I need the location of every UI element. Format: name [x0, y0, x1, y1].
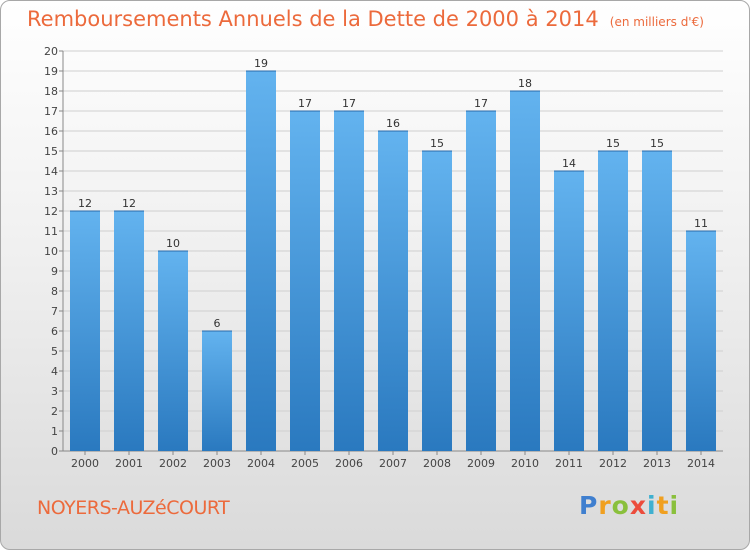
logo-letter: o	[611, 491, 630, 520]
y-tick-label: 3	[51, 385, 58, 398]
y-tick-label: 5	[51, 345, 58, 358]
data-label: 18	[518, 77, 532, 90]
commune-name: NOYERS-AUZéCOURT	[37, 497, 230, 519]
logo-letter: t	[656, 491, 670, 520]
y-tick-label: 19	[44, 65, 58, 78]
data-label: 15	[606, 137, 620, 150]
y-tick-label: 11	[44, 225, 58, 238]
bar	[378, 131, 408, 451]
data-label: 10	[166, 237, 180, 250]
proxiti-logo[interactable]: Proxiti	[579, 491, 679, 520]
logo-letter: P	[579, 491, 599, 520]
x-tick-label: 2002	[159, 457, 187, 470]
data-label: 12	[122, 197, 136, 210]
bar	[466, 111, 496, 451]
y-tick-label: 13	[44, 185, 58, 198]
bar	[510, 91, 540, 451]
y-tick-label: 4	[51, 365, 58, 378]
bar	[202, 331, 232, 451]
x-tick-label: 2006	[335, 457, 363, 470]
y-tick-label: 12	[44, 205, 58, 218]
bar	[246, 71, 276, 451]
logo-letter: r	[598, 491, 612, 520]
bar	[598, 151, 628, 451]
y-tick-label: 10	[44, 245, 58, 258]
x-tick-label: 2012	[599, 457, 627, 470]
data-label: 14	[562, 157, 576, 170]
x-tick-label: 2004	[247, 457, 275, 470]
data-labels: 12 12 10 6 19 17 17 16 15 17 18 14 15 15 11	[78, 57, 708, 330]
y-tick-label: 6	[51, 325, 58, 338]
data-label: 15	[650, 137, 664, 150]
logo-letter: i	[647, 491, 657, 520]
bar	[158, 251, 188, 451]
logo-letter: x	[629, 491, 647, 520]
y-tick-label: 0	[51, 445, 58, 458]
bar	[422, 151, 452, 451]
x-tick-label: 2000	[71, 457, 99, 470]
x-tick-label: 2005	[291, 457, 319, 470]
logo-letter: i	[669, 491, 680, 520]
x-tick-label: 2003	[203, 457, 231, 470]
data-label: 11	[694, 217, 708, 230]
bar	[114, 211, 144, 451]
x-tick-label: 2007	[379, 457, 407, 470]
chart-unit-label: (en milliers d'€)	[609, 15, 704, 29]
x-tick-label: 2009	[467, 457, 495, 470]
y-tick-label: 18	[44, 85, 58, 98]
y-tick-label: 7	[51, 305, 58, 318]
x-tick-label: 2010	[511, 457, 539, 470]
y-tick-label: 8	[51, 285, 58, 298]
data-label: 17	[298, 97, 312, 110]
bar	[554, 171, 584, 451]
x-tick-label: 2013	[643, 457, 671, 470]
bars	[70, 70, 716, 451]
x-tick-label: 2001	[115, 457, 143, 470]
data-label: 12	[78, 197, 92, 210]
y-tick-label: 9	[51, 265, 58, 278]
x-tick-label: 2014	[687, 457, 715, 470]
y-tick-label: 17	[44, 105, 58, 118]
y-tick-label: 20	[44, 45, 58, 58]
x-tick-label: 2011	[555, 457, 583, 470]
data-label: 6	[214, 317, 221, 330]
x-tick-label: 2008	[423, 457, 451, 470]
y-tick-label: 15	[44, 145, 58, 158]
chart-title: Remboursements Annuels de la Dette de 20…	[27, 7, 599, 31]
bar	[290, 111, 320, 451]
data-label: 16	[386, 117, 400, 130]
y-tick-label: 2	[51, 405, 58, 418]
y-tick-label: 1	[51, 425, 58, 438]
data-label: 15	[430, 137, 444, 150]
y-tick-label: 14	[44, 165, 58, 178]
y-tick-label: 16	[44, 125, 58, 138]
bar	[642, 151, 672, 451]
x-tick-labels: 2000 2001 2002 2003 2004 2005 2006 2007 2008 2009…	[71, 457, 715, 470]
bar	[686, 231, 716, 451]
chart-title-block: Remboursements Annuels de la Dette de 20…	[27, 7, 704, 31]
data-label: 17	[342, 97, 356, 110]
bar	[334, 111, 364, 451]
bar	[70, 211, 100, 451]
data-label: 19	[254, 57, 268, 70]
data-label: 17	[474, 97, 488, 110]
